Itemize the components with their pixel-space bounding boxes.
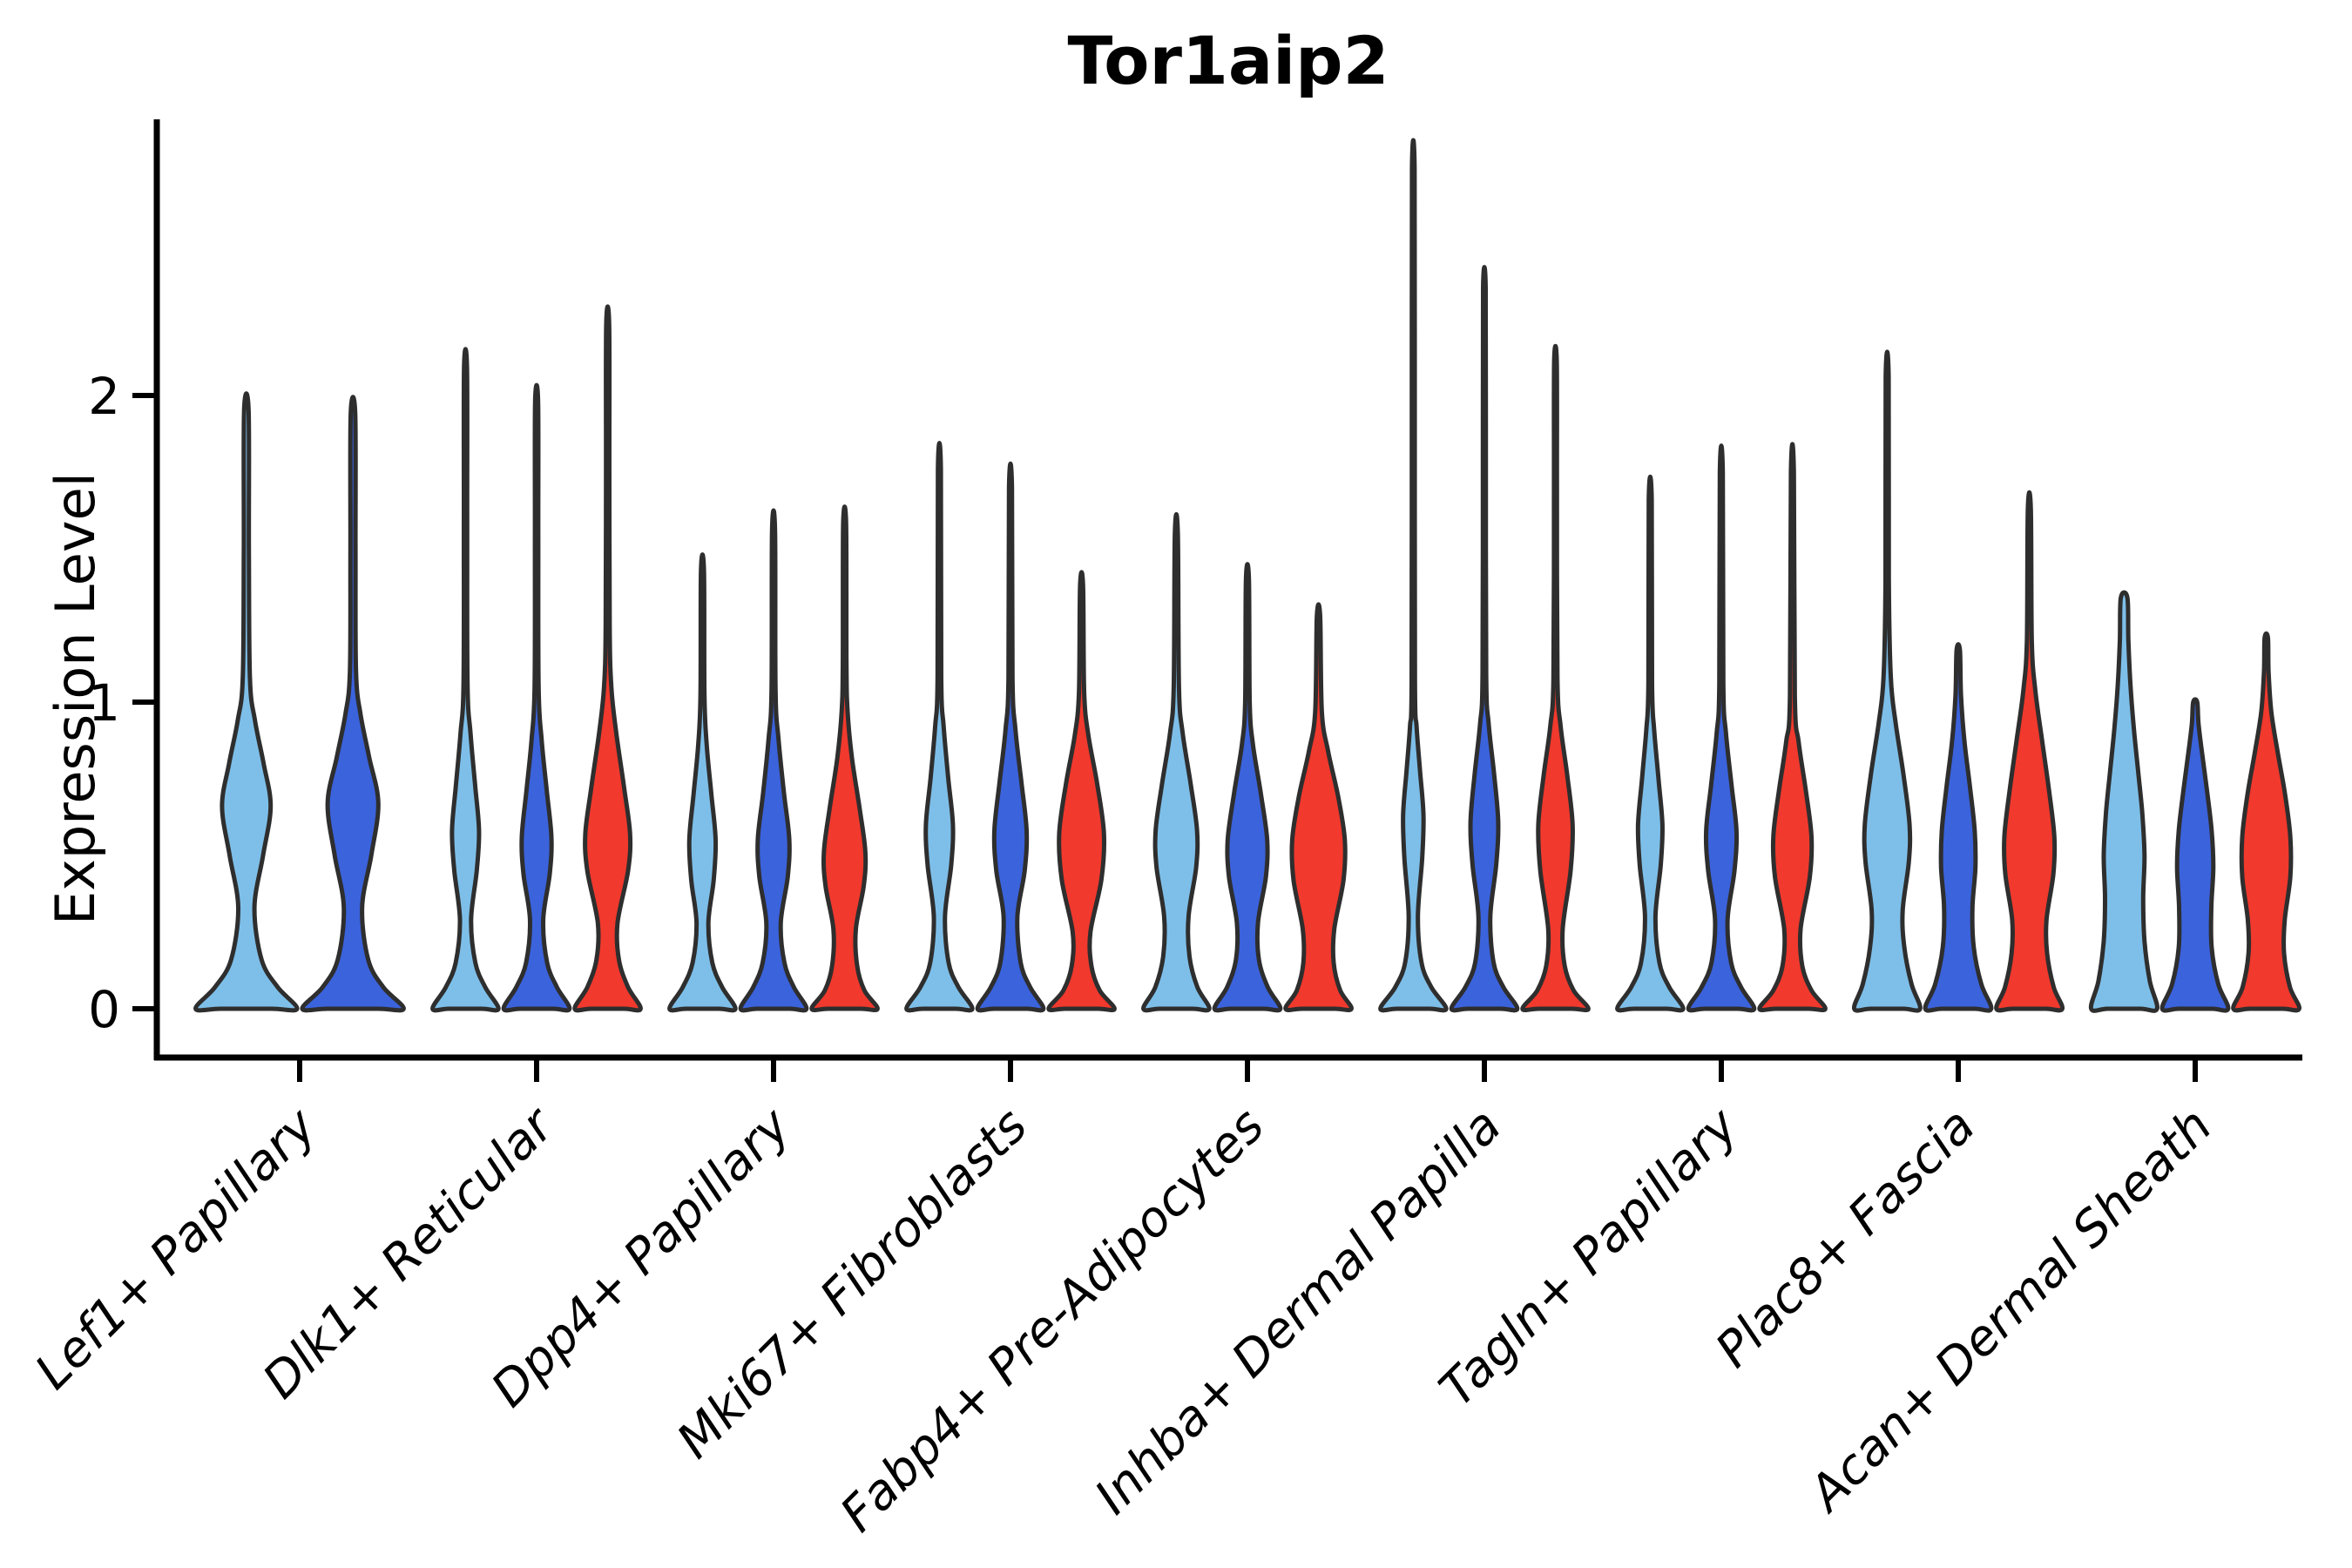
violin-plac8-fascia-royal-blue [1923,642,1994,1013]
violin-fabp4-pre-adipocytes-light-blue [1141,511,1212,1013]
violin-acan-dermal-sheath-royal-blue [2159,697,2231,1013]
violin-inhba-dermal-papilla-light-blue [1378,138,1449,1013]
violin-acan-dermal-sheath-red [2231,631,2301,1013]
violin-lef1-papillary-royal-blue [300,395,406,1013]
violin-tagln-papillary-red [1757,442,1828,1013]
violin-mki67-fibroblasts-red [1046,570,1117,1013]
violin-mki67-fibroblasts-royal-blue [975,462,1046,1013]
violin-inhba-dermal-papilla-royal-blue [1449,265,1520,1013]
violin-dpp4-papillary-red [809,504,880,1013]
violin-tagln-papillary-light-blue [1615,475,1686,1013]
violin-fabp4-pre-adipocytes-royal-blue [1212,562,1283,1013]
violin-acan-dermal-sheath-light-blue [2088,590,2159,1013]
y-tick-label-0: 0 [88,980,120,1039]
violin-lef1-papillary-light-blue [193,391,300,1013]
violin-inhba-dermal-papilla-red [1520,343,1591,1013]
violin-mki67-fibroblasts-light-blue [904,441,975,1013]
y-tick-label-2: 2 [88,367,120,426]
violin-fabp4-pre-adipocytes-red [1283,602,1354,1013]
violin-dlk1-reticular-red [572,304,643,1013]
violin-dlk1-reticular-light-blue [430,347,501,1013]
chart-title: Tor1aip2 [1068,22,1389,99]
y-axis-label: Expression Level [44,472,107,925]
violin-tagln-papillary-royal-blue [1686,443,1757,1013]
violin-dlk1-reticular-royal-blue [501,382,572,1013]
violins-layer [193,138,2301,1013]
violin-dpp4-papillary-royal-blue [738,508,809,1013]
violin-plac8-fascia-light-blue [1851,349,1923,1013]
y-tick-label-1: 1 [88,673,120,733]
y-axis-ticks: 0 1 2 [88,367,157,1039]
violin-dpp4-papillary-light-blue [667,552,738,1013]
violin-plac8-fascia-red [1994,490,2065,1013]
